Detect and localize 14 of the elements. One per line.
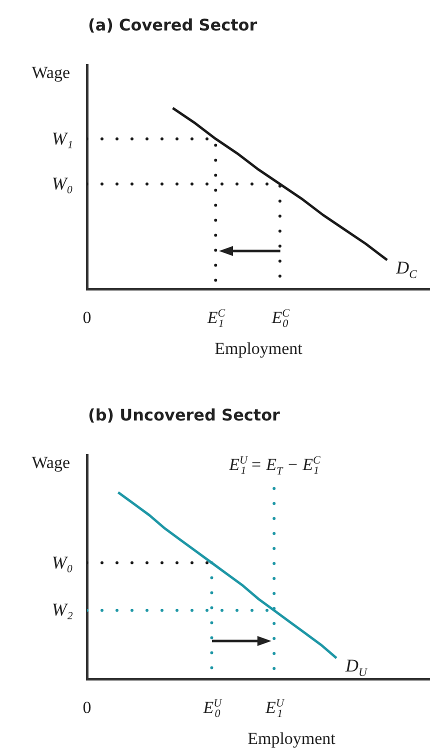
series-label: D$_{U}$ (345, 656, 367, 680)
x-tick-label: 0 (82, 308, 92, 328)
annotation: W₀ (52, 552, 73, 574)
x-axis-title: Employment (214, 339, 302, 359)
x-tick-label: 0 (82, 698, 92, 718)
x-axis-title: Employment (248, 729, 336, 749)
chart-title: (a) Covered Sector (88, 16, 258, 34)
y-axis-title: Wage (32, 63, 70, 83)
series-label: D$_{C}$ (396, 258, 417, 282)
y-axis-title: Wage (32, 453, 70, 473)
annotation: W₁ (52, 128, 73, 150)
annotation: W₂ (52, 600, 73, 621)
chart-title: (b) Uncovered Sector (88, 406, 280, 424)
annotation: W₀ (52, 174, 73, 195)
